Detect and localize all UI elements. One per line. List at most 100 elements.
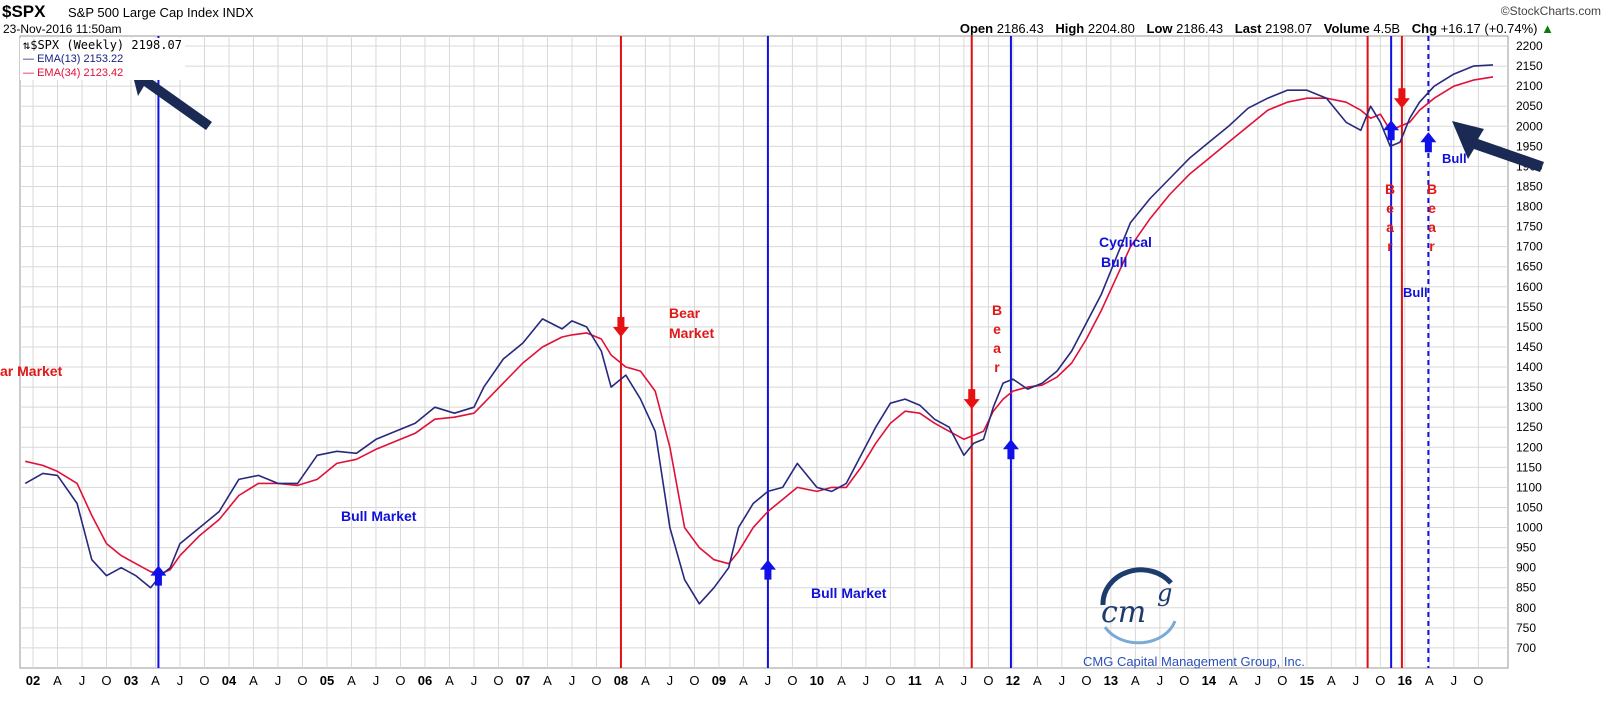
signal-lines xyxy=(157,36,1430,668)
x-tick-label: O xyxy=(591,673,601,688)
x-tick-label: J xyxy=(863,673,870,688)
arrow-down-icon xyxy=(963,389,980,410)
x-tick-label: O xyxy=(199,673,209,688)
chart-legend: ⇅$SPX (Weekly) 2198.07 — EMA(13) 2153.22… xyxy=(20,38,185,80)
arrow-up-icon xyxy=(759,559,776,580)
annotation-cyclical-a: Cyclical xyxy=(1099,234,1152,250)
y-tick-label: 1100 xyxy=(1516,480,1542,494)
x-tick-label: 04 xyxy=(222,673,237,688)
arrow-up-icon xyxy=(1383,120,1400,141)
x-tick-label: O xyxy=(101,673,111,688)
y-tick-label: 1500 xyxy=(1516,320,1543,334)
x-tick-label: J xyxy=(961,673,968,688)
legend-ema34-text: EMA(34) 2123.42 xyxy=(37,67,124,79)
x-tick-label: A xyxy=(445,673,454,688)
arrow-up-icon xyxy=(1420,132,1437,153)
x-tick-label: J xyxy=(373,673,380,688)
x-tick-label: 02 xyxy=(26,673,40,688)
y-tick-label: 750 xyxy=(1516,621,1536,635)
x-tick-label: O xyxy=(1277,673,1287,688)
x-tick-label: J xyxy=(765,673,772,688)
y-tick-label: 2100 xyxy=(1516,79,1543,93)
low-label: Low xyxy=(1146,21,1173,36)
x-tick-label: 14 xyxy=(1202,673,1217,688)
index-name: S&P 500 Large Cap Index INDX xyxy=(68,5,254,20)
annotation-bull-right: Bull xyxy=(1442,151,1467,166)
x-tick-label: 08 xyxy=(614,673,628,688)
x-tick-label: A xyxy=(347,673,356,688)
volume-label: Volume xyxy=(1323,21,1370,36)
y-axis-ticks: 700 750 800 850 900 950 1000 1050 1100 1150 1200 12… xyxy=(1516,39,1543,655)
x-tick-label: 03 xyxy=(124,673,138,688)
callout-arrow-icon xyxy=(130,64,212,130)
x-tick-label: A xyxy=(1033,673,1042,688)
x-tick-label: 15 xyxy=(1300,673,1314,688)
logo-g-text: g xyxy=(1157,579,1172,607)
y-tick-label: 1250 xyxy=(1516,420,1543,434)
callout-arrows xyxy=(130,64,1544,172)
x-tick-label: A xyxy=(739,673,748,688)
y-tick-label: 2150 xyxy=(1516,59,1543,73)
series-lines xyxy=(24,64,1494,605)
x-tick-label: O xyxy=(1179,673,1189,688)
high-value: 2204.80 xyxy=(1087,21,1135,36)
volume-value: 4.5B xyxy=(1373,21,1401,36)
y-tick-label: 1000 xyxy=(1516,521,1543,535)
x-tick-label: O xyxy=(1375,673,1385,688)
index-full-name: S&P 500 Large Cap Index xyxy=(68,5,219,20)
x-tick-label: A xyxy=(151,673,160,688)
x-tick-label: A xyxy=(935,673,944,688)
x-tick-label: O xyxy=(1473,673,1483,688)
x-tick-label: O xyxy=(395,673,405,688)
x-tick-label: J xyxy=(1157,673,1164,688)
legend-ema13-text: EMA(13) 2153.22 xyxy=(37,53,124,65)
x-axis-ticks: 02 A J O 03 A J O 04 A J O 05 A J O 06 A J O 07 A J O 08 A J O 09 A J O… xyxy=(26,673,1484,688)
x-tick-label: O xyxy=(983,673,993,688)
y-tick-label: 700 xyxy=(1516,641,1536,655)
y-tick-label: 1700 xyxy=(1516,240,1543,254)
annotation-bull-small: Bull xyxy=(1403,285,1428,300)
x-tick-label: 05 xyxy=(320,673,334,688)
legend-ema13: — EMA(13) 2153.22 xyxy=(23,53,124,65)
x-tick-label: A xyxy=(53,673,62,688)
legend-ema34: — EMA(34) 2123.42 xyxy=(23,67,124,79)
y-tick-label: 1350 xyxy=(1516,380,1543,394)
arrow-down-icon xyxy=(1393,88,1410,109)
high-label: High xyxy=(1055,21,1085,36)
last-value: 2198.07 xyxy=(1265,21,1313,36)
x-tick-label: J xyxy=(1451,673,1458,688)
x-tick-label: 09 xyxy=(712,673,726,688)
y-tick-label: 1750 xyxy=(1516,220,1543,234)
series-line-ema34 xyxy=(25,76,1494,575)
arrow-down-icon xyxy=(612,316,629,337)
stockcharts-brand[interactable]: ©StockCharts.com xyxy=(1500,4,1601,18)
y-tick-label: 850 xyxy=(1516,581,1536,595)
annotation-bear-market-left: ar Market xyxy=(0,363,63,379)
x-tick-label: J xyxy=(1059,673,1066,688)
open-label: Open xyxy=(959,21,994,36)
x-tick-label: A xyxy=(1229,673,1238,688)
x-tick-label: A xyxy=(1425,673,1434,688)
up-triangle-icon: ▲ xyxy=(1541,21,1554,36)
candlestick-icon: ⇅ xyxy=(23,38,31,52)
annotation-cyclical-b: Bull xyxy=(1101,254,1128,270)
y-tick-label: 1400 xyxy=(1516,360,1543,374)
chart-date: 23-Nov-2016 11:50am xyxy=(3,22,122,36)
series-line-ema13 xyxy=(24,64,1494,605)
y-tick-label: 1950 xyxy=(1516,139,1543,153)
x-tick-label: 07 xyxy=(516,673,530,688)
y-tick-label: 1850 xyxy=(1516,179,1543,193)
x-tick-label: J xyxy=(1255,673,1262,688)
x-tick-label: 11 xyxy=(908,673,922,688)
cmg-logo: cm g CMG Capital Management Group, Inc. xyxy=(1083,565,1313,675)
x-tick-label: J xyxy=(79,673,86,688)
signal-arrows xyxy=(150,88,1437,586)
low-value: 2186.43 xyxy=(1176,21,1224,36)
x-tick-label: A xyxy=(641,673,650,688)
chg-label: Chg xyxy=(1411,21,1438,36)
x-tick-label: A xyxy=(837,673,846,688)
y-tick-label: 1600 xyxy=(1516,280,1543,294)
legend-main: ⇅$SPX (Weekly) 2198.07 xyxy=(23,38,182,52)
